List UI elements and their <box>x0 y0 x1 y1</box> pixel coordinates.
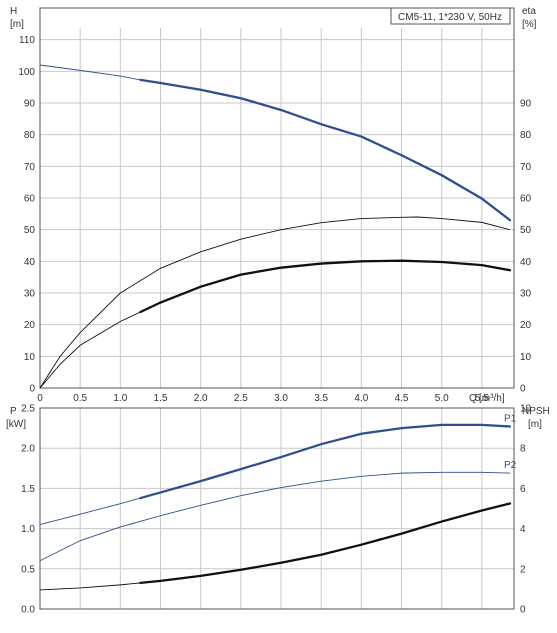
lower-tick-labels: 0.0 0.5 1.0 1.5 2.0 2.5 0 2 4 6 8 10 <box>21 404 531 616</box>
upper-xtick-4-5: 4.5 <box>395 393 409 404</box>
lower-series-p1-label: P1 <box>504 413 517 424</box>
upper-series-group <box>39 64 512 389</box>
npsh-axis-unit: [m] <box>528 419 542 430</box>
upper-ytick-left-90: 90 <box>24 99 36 110</box>
upper-ytick-left-50: 50 <box>24 225 36 236</box>
upper-series-1-bold-line <box>139 78 512 222</box>
lower-ytick-right-10: 10 <box>520 404 532 415</box>
upper-ytick-right-50: 50 <box>520 225 532 236</box>
upper-series-1-line <box>39 64 141 81</box>
upper-ytick-right-20: 20 <box>520 320 532 331</box>
lower-ytick-left-1-5: 1.5 <box>21 484 35 495</box>
lower-grid <box>40 407 514 609</box>
upper-ytick-right-30: 30 <box>520 289 532 300</box>
upper-ytick-right-70: 70 <box>520 162 532 173</box>
power-axis-unit: [kW] <box>6 419 26 430</box>
lower-series-p2-label: P2 <box>504 460 517 471</box>
upper-panel: 0 10 20 30 40 50 60 70 80 90 100 110 0 10 20 30 40 50 60 70… <box>10 6 537 404</box>
upper-xtick-4-0: 4.0 <box>354 393 368 404</box>
lower-ytick-right-8: 8 <box>520 444 526 455</box>
upper-ytick-left-80: 80 <box>24 130 36 141</box>
power-axis-label: P <box>10 406 17 417</box>
lower-ytick-left-2-0: 2.0 <box>21 444 35 455</box>
upper-ytick-left-20: 20 <box>24 320 36 331</box>
upper-ytick-left-100: 100 <box>18 67 35 78</box>
upper-ytick-right-90: 90 <box>520 99 532 110</box>
upper-ytick-left-70: 70 <box>24 162 36 173</box>
lower-series-group: P1 P2 <box>39 413 517 591</box>
upper-xtick-5-5: 5.5 <box>475 393 489 404</box>
lower-ytick-right-2: 2 <box>520 564 526 575</box>
upper-tick-labels: 0 10 20 30 40 50 60 70 80 90 100 110 0 10 20 30 40 50 60 70… <box>18 35 531 404</box>
upper-ytick-right-40: 40 <box>520 257 532 268</box>
lower-series-p1-line <box>39 497 141 526</box>
flow-axis-unit: [m³/h] <box>479 393 505 404</box>
lower-series-3-line <box>39 582 141 591</box>
upper-plot-frame <box>39 7 515 389</box>
upper-xtick-2-0: 2.0 <box>194 393 208 404</box>
npsh-axis-label: NPSH <box>522 406 550 417</box>
upper-series-2-line <box>39 216 511 389</box>
chart-title: CM5-11, 1*230 V, 50Hz <box>398 12 502 23</box>
upper-ytick-left-30: 30 <box>24 289 36 300</box>
upper-ytick-right-10: 10 <box>520 352 532 363</box>
lower-ytick-left-0-5: 0.5 <box>21 564 35 575</box>
head-axis-unit: [m] <box>10 19 24 30</box>
lower-ytick-right-6: 6 <box>520 484 526 495</box>
eta-axis-unit: [%] <box>522 19 537 30</box>
upper-series-3-bold-line <box>139 259 512 314</box>
eta-axis-label: eta <box>522 6 536 17</box>
flow-axis-label: Q <box>469 393 477 404</box>
upper-xtick-2-5: 2.5 <box>234 393 248 404</box>
upper-xtick-3-0: 3.0 <box>274 393 288 404</box>
lower-ytick-left-0-0: 0.0 <box>21 605 35 616</box>
lower-plot-frame <box>39 407 515 610</box>
upper-xtick-1-0: 1.0 <box>113 393 127 404</box>
upper-ytick-left-40: 40 <box>24 257 36 268</box>
upper-grid <box>40 28 514 388</box>
lower-ytick-left-1-0: 1.0 <box>21 524 35 535</box>
upper-xtick-0: 0 <box>37 393 43 404</box>
upper-ytick-right-60: 60 <box>520 194 532 205</box>
upper-xtick-3-5: 3.5 <box>314 393 328 404</box>
upper-ytick-left-110: 110 <box>19 35 35 46</box>
upper-xtick-5-0: 5.0 <box>435 393 449 404</box>
lower-series-3-bold-line <box>139 502 512 585</box>
upper-ytick-left-0: 0 <box>29 384 35 395</box>
lower-series-p2-line <box>39 471 510 562</box>
lower-panel: P1 P2 0.0 0.5 1.0 1.5 2.0 2.5 0 2 4 6 8 10 P [kW] NP… <box>6 404 550 616</box>
lower-ytick-left-2-5: 2.5 <box>21 404 35 415</box>
lower-series-p1-bold-line <box>139 423 512 500</box>
title-box <box>390 7 511 25</box>
upper-ytick-left-10: 10 <box>24 352 36 363</box>
lower-ytick-right-4: 4 <box>520 524 526 535</box>
upper-ytick-right-0: 0 <box>520 384 526 395</box>
upper-ytick-left-60: 60 <box>24 194 36 205</box>
upper-xtick-1-5: 1.5 <box>154 393 168 404</box>
lower-ytick-right-0: 0 <box>520 605 526 616</box>
upper-xtick-0-5: 0.5 <box>73 393 87 404</box>
upper-ytick-right-80: 80 <box>520 130 532 141</box>
upper-series-3-line <box>39 311 141 389</box>
head-axis-label: H <box>10 6 17 17</box>
